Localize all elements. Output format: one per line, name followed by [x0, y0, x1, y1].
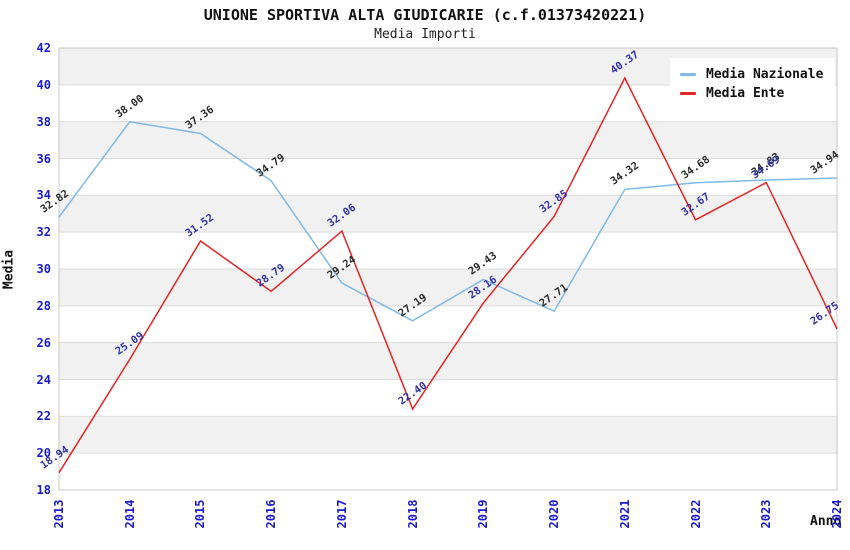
plot-band	[59, 416, 837, 454]
x-tick-label: 2021	[617, 499, 632, 529]
legend-item-media-ente: Media Ente	[680, 84, 823, 103]
series-line-media-ente	[58, 76, 838, 474]
y-tick-label: 20	[36, 446, 51, 461]
x-tick-label: 2024	[830, 499, 844, 529]
plot-band	[59, 195, 837, 233]
plot-band	[59, 121, 837, 159]
legend-label: Media Ente	[706, 86, 785, 101]
plot-band	[59, 453, 837, 490]
y-tick-label: 34	[36, 188, 51, 203]
x-tick-label: 2014	[122, 499, 137, 529]
x-tick-label: 2022	[688, 499, 703, 529]
plot-band	[59, 232, 837, 269]
plot-band	[59, 342, 837, 380]
chart-title: UNIONE SPORTIVA ALTA GIUDICARIE (c.f.013…	[203, 6, 647, 24]
y-tick-label: 40	[36, 77, 51, 92]
plot-band	[59, 379, 837, 417]
x-tick-label: 2013	[52, 499, 66, 529]
x-tick-label: 2016	[264, 499, 279, 529]
series-line-media-nazionale	[58, 120, 838, 322]
plot-border	[58, 47, 838, 491]
legend-line-swatch-red	[680, 92, 696, 95]
y-tick-label: 30	[36, 262, 51, 276]
x-axis-label: Anno	[810, 514, 842, 529]
x-tick-label: 2020	[547, 499, 562, 529]
y-tick-label: 26	[36, 335, 51, 350]
y-tick-label: 42	[36, 41, 51, 55]
x-tick-label: 2023	[759, 499, 774, 529]
legend-label: Media Nazionale	[706, 67, 824, 82]
x-tick-label: 2018	[405, 499, 420, 529]
y-tick-label: 32	[36, 225, 51, 240]
y-axis-label: Media	[1, 249, 17, 290]
legend-item-media-nazionale: Media Nazionale	[680, 65, 823, 84]
y-tick-label: 28	[36, 298, 51, 313]
x-tick-label: 2019	[476, 499, 491, 529]
x-tick-label: 2017	[334, 499, 349, 529]
y-tick-label: 36	[36, 151, 51, 166]
y-tick-label: 38	[36, 114, 51, 129]
y-tick-label: 24	[36, 372, 51, 387]
chart-subtitle: Media Importi	[374, 27, 476, 42]
legend-line-swatch-blue	[680, 73, 696, 76]
plot-band	[59, 158, 837, 196]
x-tick-label: 2015	[193, 499, 208, 529]
y-tick-label: 18	[36, 483, 51, 497]
legend: Media Nazionale Media Ente	[670, 58, 836, 110]
plot-band	[59, 305, 837, 343]
y-tick-label: 22	[36, 409, 51, 424]
